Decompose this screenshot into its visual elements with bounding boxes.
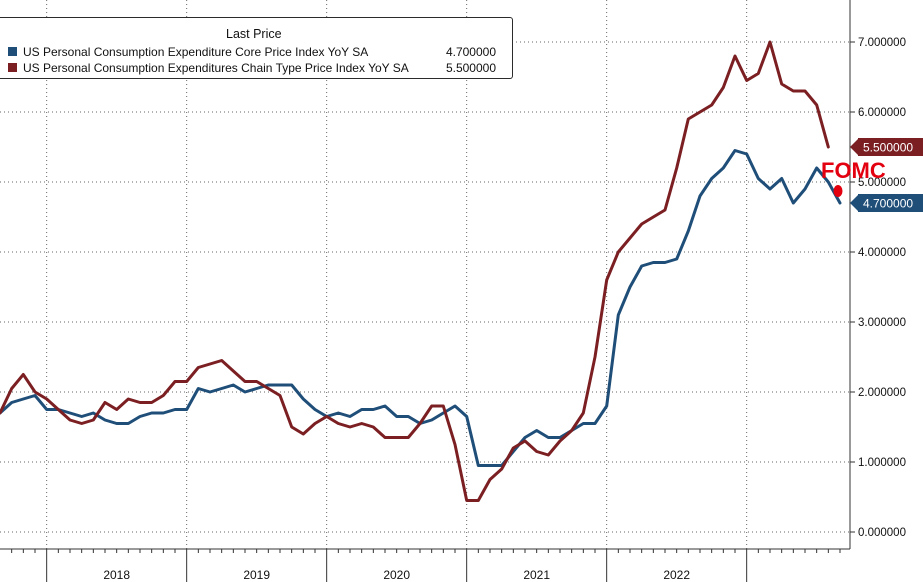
legend-swatch-headline-pce: [8, 63, 17, 72]
fomc-label: FOMC: [821, 158, 886, 183]
y-tick-label: 4.000000: [858, 247, 906, 259]
legend-item-name: US Personal Consumption Expenditure Core…: [23, 44, 369, 59]
y-tick-label: 3.000000: [858, 317, 906, 329]
x-tick-label: 2020: [383, 568, 410, 582]
badge-pointer: [850, 139, 858, 155]
legend-item-core-pce: US Personal Consumption Expenditure Core…: [8, 44, 504, 59]
grid-lines: [0, 0, 850, 549]
x-tick-label: 2018: [103, 568, 130, 582]
last-value-badges: 5.500000 4.700000: [850, 138, 923, 212]
legend-item-headline-pce: US Personal Consumption Expenditures Cha…: [8, 60, 504, 75]
legend-item-name: US Personal Consumption Expenditures Cha…: [23, 60, 409, 75]
series-line-headline-pce: [0, 40, 830, 502]
legend-item-value: 4.700000: [445, 44, 496, 59]
y-tick-label: 2.000000: [858, 387, 906, 399]
last-value-badge-headline: 5.500000: [850, 138, 923, 156]
y-tick-label: 0.000000: [858, 527, 906, 539]
y-axis: 0.000000 1.000000 2.000000 3.000000 4.000000…: [849, 0, 906, 549]
series-lines: [0, 40, 842, 502]
badge-value: 5.500000: [863, 141, 913, 155]
legend-swatch-core-pce: [8, 47, 17, 56]
legend-header: Last Price: [226, 27, 282, 41]
fomc-annotation: FOMC: [821, 158, 886, 197]
badge-background: [858, 194, 923, 212]
y-tick-label: 6.000000: [858, 107, 906, 119]
y-tick-label: 7.000000: [858, 37, 906, 49]
legend: Last Price US Personal Consumption Expen…: [0, 17, 513, 79]
fomc-marker-dot: [833, 185, 843, 197]
legend-item-value: 5.500000: [445, 60, 496, 75]
series-line-core-pce: [0, 149, 842, 467]
x-tick-label: 2019: [243, 568, 270, 582]
x-tick-label: 2021: [523, 568, 550, 582]
y-tick-label: 5.000000: [858, 177, 906, 189]
x-axis: 201720182019202020212022: [0, 548, 850, 582]
x-tick-label: 2022: [663, 568, 690, 582]
y-tick-label: 1.000000: [858, 457, 906, 469]
badge-pointer: [850, 195, 858, 211]
badge-value: 4.700000: [863, 197, 913, 211]
last-value-badge-core: 4.700000: [850, 194, 923, 212]
badge-background: [858, 138, 923, 156]
